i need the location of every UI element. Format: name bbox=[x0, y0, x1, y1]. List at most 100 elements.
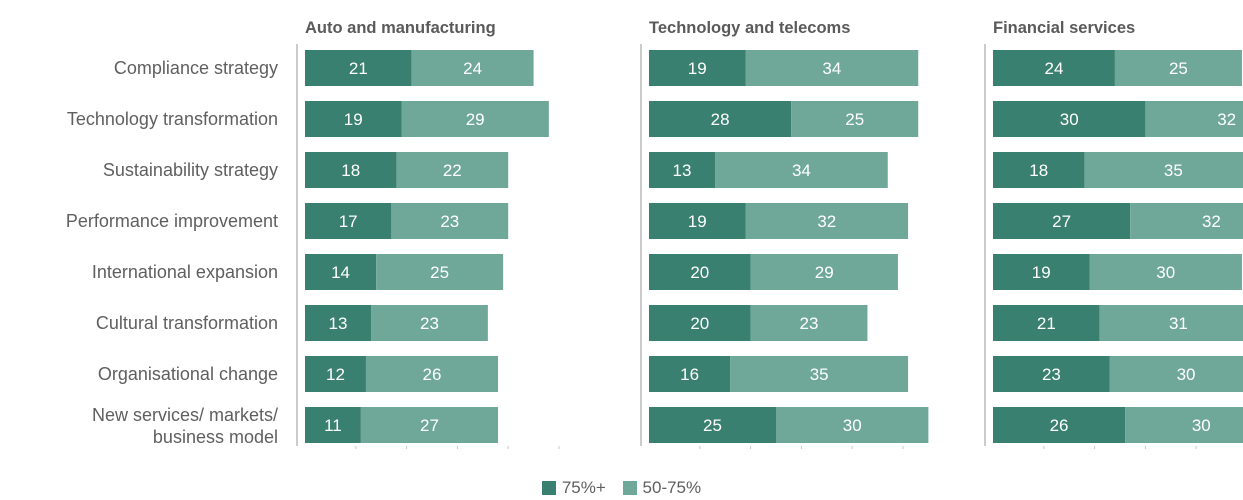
bar-segment bbox=[993, 203, 1131, 239]
data-label: 20 bbox=[690, 263, 709, 282]
data-label: 18 bbox=[341, 161, 360, 180]
legend-item-50-75: 50-75% bbox=[622, 478, 702, 498]
bar-segment bbox=[993, 50, 1115, 86]
bar-segment bbox=[993, 356, 1110, 392]
data-label: 17 bbox=[339, 212, 358, 231]
bar-segment bbox=[649, 50, 746, 86]
bar-segment bbox=[745, 50, 919, 86]
data-label: 13 bbox=[673, 161, 692, 180]
data-label: 25 bbox=[845, 110, 864, 129]
data-label: 25 bbox=[703, 416, 722, 435]
bar-segment bbox=[730, 356, 909, 392]
data-label: 34 bbox=[822, 59, 841, 78]
legend-item-75-plus: 75%+ bbox=[541, 478, 606, 498]
bar-segment bbox=[371, 305, 488, 341]
bar-segment bbox=[993, 305, 1100, 341]
bar-segment bbox=[305, 101, 402, 137]
panel-title: Financial services bbox=[993, 19, 1135, 37]
data-label: 24 bbox=[463, 59, 482, 78]
bar-segment bbox=[305, 254, 377, 290]
data-label: 22 bbox=[443, 161, 462, 180]
data-label: 35 bbox=[1164, 161, 1183, 180]
category-label: Compliance strategy bbox=[114, 58, 278, 78]
bar-segment bbox=[715, 152, 888, 188]
data-label: 19 bbox=[344, 110, 363, 129]
bar-segment bbox=[776, 407, 929, 443]
bar-segment bbox=[401, 101, 549, 137]
legend: 75%+ 50-75% bbox=[0, 478, 1243, 500]
data-label: 19 bbox=[688, 212, 707, 231]
bar-segment bbox=[1114, 50, 1242, 86]
data-label: 21 bbox=[349, 59, 368, 78]
bar-segment bbox=[649, 356, 731, 392]
bar-segment bbox=[649, 101, 792, 137]
data-label: 23 bbox=[1042, 365, 1061, 384]
category-label: Sustainability strategy bbox=[103, 160, 278, 180]
bar-segment bbox=[305, 203, 392, 239]
legend-label-50-75: 50-75% bbox=[642, 478, 702, 497]
data-label: 30 bbox=[1156, 263, 1175, 282]
data-label: 18 bbox=[1029, 161, 1048, 180]
bar-segment bbox=[649, 305, 751, 341]
bar-segment bbox=[649, 152, 716, 188]
data-label: 25 bbox=[1169, 59, 1188, 78]
bar-segment bbox=[750, 305, 868, 341]
data-label: 30 bbox=[843, 416, 862, 435]
bar-segment bbox=[649, 254, 751, 290]
data-label: 30 bbox=[1060, 110, 1079, 129]
category-label: Performance improvement bbox=[66, 211, 278, 231]
data-label: 11 bbox=[324, 416, 342, 435]
bar-segment bbox=[993, 407, 1126, 443]
bar-segment bbox=[791, 101, 919, 137]
bar-segment bbox=[993, 152, 1085, 188]
bar-segment bbox=[1125, 407, 1243, 443]
bar-segment bbox=[305, 152, 397, 188]
category-label: International expansion bbox=[92, 262, 278, 282]
bar-segment bbox=[745, 203, 909, 239]
data-label: 23 bbox=[440, 212, 459, 231]
bar-segment bbox=[1089, 254, 1242, 290]
data-label: 28 bbox=[711, 110, 730, 129]
data-label: 12 bbox=[326, 365, 345, 384]
bar-segment bbox=[365, 356, 499, 392]
chart: Compliance strategy Technology transforma… bbox=[66, 19, 1243, 449]
data-label: 23 bbox=[800, 314, 819, 333]
bar-segment bbox=[376, 254, 504, 290]
bar-segment bbox=[305, 356, 366, 392]
data-label: 32 bbox=[817, 212, 836, 231]
category-label: Cultural transformation bbox=[96, 313, 278, 333]
data-label: 29 bbox=[466, 110, 485, 129]
bar-segment bbox=[649, 407, 776, 443]
legend-swatch-75-plus bbox=[541, 481, 556, 495]
category-label: New services/ markets/business model bbox=[92, 405, 278, 447]
data-label: 35 bbox=[810, 365, 829, 384]
legend-label-75-plus: 75%+ bbox=[561, 478, 606, 497]
data-label: 14 bbox=[331, 263, 350, 282]
category-label: Technology transformation bbox=[67, 109, 278, 129]
bar-segment bbox=[1145, 101, 1243, 137]
data-label: 23 bbox=[420, 314, 439, 333]
bar-segment bbox=[1109, 356, 1243, 392]
data-label: 32 bbox=[1202, 212, 1221, 231]
legend-swatch-50-75 bbox=[622, 481, 637, 495]
bar-segment bbox=[305, 305, 372, 341]
data-label: 30 bbox=[1177, 365, 1196, 384]
data-label: 19 bbox=[688, 59, 707, 78]
category-label: Organisational change bbox=[98, 364, 278, 384]
data-label: 20 bbox=[690, 314, 709, 333]
bar-segment bbox=[305, 407, 361, 443]
data-label: 21 bbox=[1037, 314, 1056, 333]
bar-segment bbox=[750, 254, 898, 290]
panel-title: Technology and telecoms bbox=[649, 19, 850, 37]
data-label: 27 bbox=[1052, 212, 1071, 231]
bar-segment bbox=[396, 152, 509, 188]
bar-segment bbox=[391, 203, 509, 239]
data-label: 29 bbox=[815, 263, 834, 282]
bar-segment bbox=[993, 101, 1146, 137]
data-label: 34 bbox=[792, 161, 811, 180]
bar-segment bbox=[1084, 152, 1243, 188]
data-label: 19 bbox=[1032, 263, 1051, 282]
data-label: 31 bbox=[1169, 314, 1188, 333]
panel-title: Auto and manufacturing bbox=[305, 19, 496, 37]
bar-segment bbox=[1130, 203, 1243, 239]
